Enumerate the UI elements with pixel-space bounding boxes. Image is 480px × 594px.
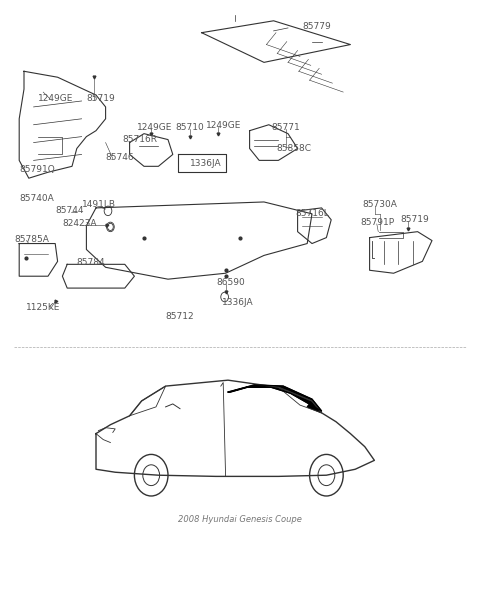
Text: 1336JA: 1336JA [190, 159, 221, 168]
Text: 82423A: 82423A [62, 219, 97, 229]
Text: 85740A: 85740A [19, 194, 54, 204]
Text: 85858C: 85858C [276, 144, 311, 153]
Text: 86590: 86590 [216, 277, 245, 287]
Text: 2008 Hyundai Genesis Coupe: 2008 Hyundai Genesis Coupe [178, 515, 302, 525]
Text: 85791P: 85791P [360, 218, 394, 228]
Text: 85791Q: 85791Q [19, 165, 55, 174]
Text: 85771: 85771 [271, 123, 300, 132]
Text: 85716L: 85716L [295, 209, 329, 219]
Text: 85785A: 85785A [14, 235, 49, 244]
Text: 1491LB: 1491LB [82, 200, 116, 210]
Text: 1249GE: 1249GE [137, 123, 172, 132]
Text: 85719: 85719 [401, 215, 430, 225]
Text: 1336JA: 1336JA [222, 298, 254, 308]
Text: 85710: 85710 [175, 123, 204, 132]
Text: 85719: 85719 [86, 93, 115, 103]
Text: 1125KE: 1125KE [26, 303, 61, 312]
Polygon shape [307, 401, 322, 413]
Text: 85716R: 85716R [122, 135, 157, 144]
Text: 85744: 85744 [55, 206, 84, 216]
Polygon shape [228, 385, 322, 411]
Text: 85746: 85746 [106, 153, 134, 162]
Text: 1249GE: 1249GE [206, 121, 242, 130]
Text: 1249GE: 1249GE [38, 93, 74, 103]
Text: 85730A: 85730A [362, 200, 397, 210]
Text: 85784: 85784 [77, 258, 106, 267]
Text: 85712: 85712 [166, 311, 194, 321]
Text: 85779: 85779 [302, 22, 331, 31]
